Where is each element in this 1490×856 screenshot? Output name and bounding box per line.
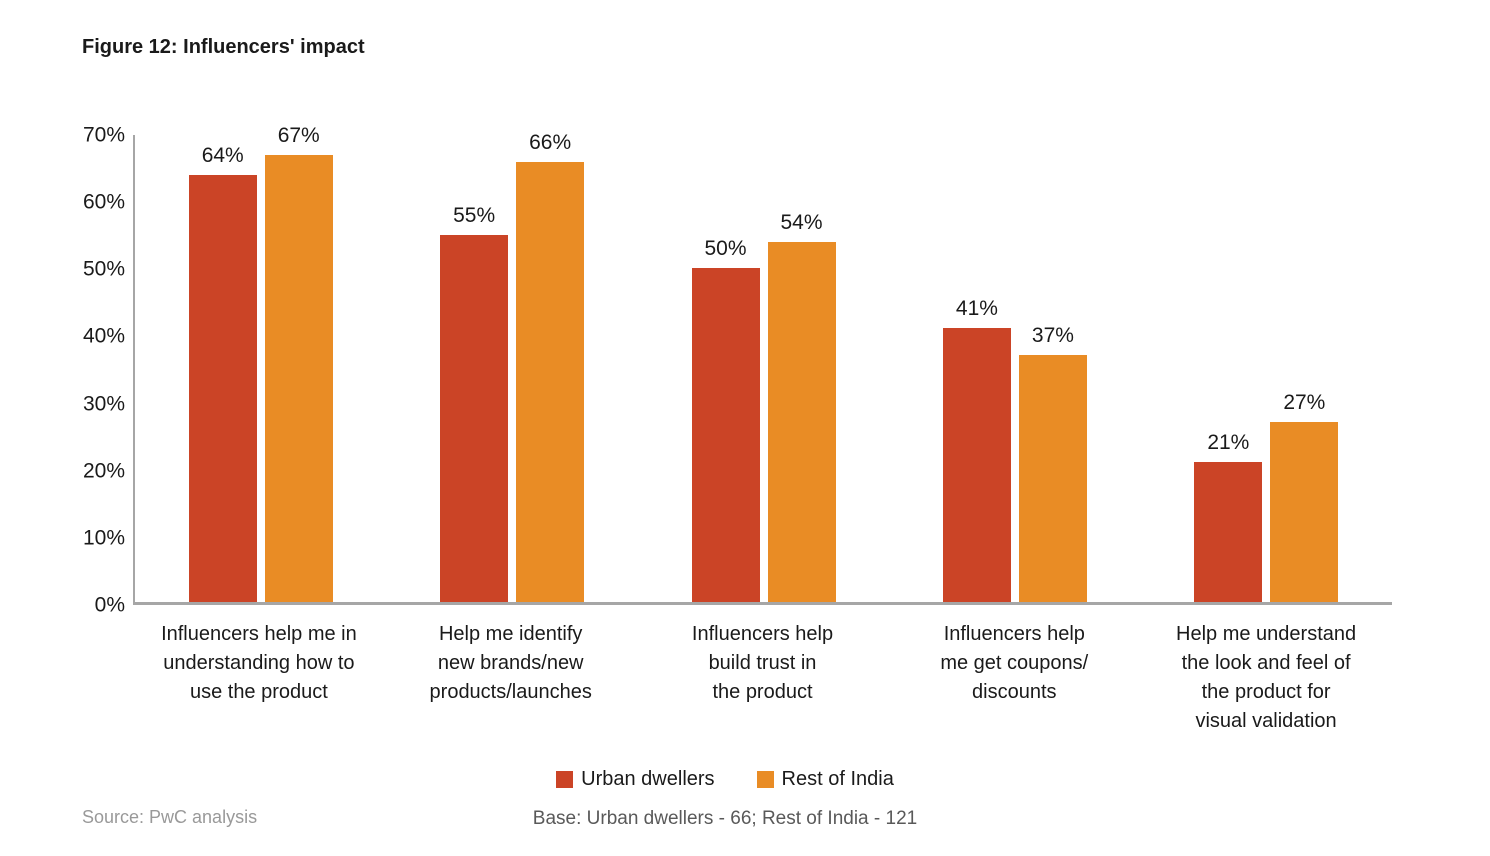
bar-value-label: 37% [1031, 324, 1074, 348]
base-note: Base: Urban dwellers - 66; Rest of India… [532, 808, 918, 829]
category-label: Help me understand the look and feel of … [1176, 623, 1357, 732]
bar-value-label: 67% [277, 124, 320, 148]
legend-item-urban-dwellers: Urban dwellers [556, 768, 715, 791]
bar-group: 21% 27% [1141, 135, 1392, 602]
legend-label: Rest of India [781, 768, 894, 790]
legend-swatch-icon [756, 771, 774, 788]
bar-urban-dwellers: 50% [691, 237, 760, 602]
bar-rest-of-india: 27% [1270, 391, 1339, 602]
bar-rest-of-india: 37% [1018, 324, 1087, 602]
bar-groups: 64% 67% 55% 66% 50% 54% 41% 37% 21% 27% [135, 124, 1392, 602]
category-label: Influencers help me in understanding how… [161, 623, 357, 703]
bar-urban-dwellers: 64% [188, 144, 257, 602]
legend-item-rest-of-india: Rest of India [756, 768, 894, 791]
category-label: Help me identify new brands/new products… [429, 623, 592, 703]
bar-urban-dwellers: 55% [440, 204, 509, 602]
category-label: Influencers help build trust in the prod… [691, 623, 834, 703]
category-label: Influencers help me get coupons/ discoun… [940, 623, 1089, 703]
y-axis-tick-label: 60% [82, 190, 125, 214]
legend: Urban dwellers Rest of India [0, 768, 1450, 791]
bar-group: 50% 54% [638, 135, 889, 602]
legend-label: Urban dwellers [581, 768, 715, 790]
y-axis-tick-label: 30% [82, 392, 125, 416]
bar-value-label: 64% [201, 144, 244, 168]
bar-value-label: 54% [780, 210, 823, 234]
y-axis-tick-label: 20% [82, 459, 125, 483]
figure-title: Figure 12: Influencers' impact [82, 36, 365, 58]
plot-area: 64% 67% 55% 66% 50% 54% 41% 37% 21% 27% [133, 124, 1392, 605]
y-axis-tick-label: 0% [94, 593, 125, 617]
bar-value-label: 41% [955, 297, 998, 321]
bar-group: 41% 37% [889, 135, 1140, 602]
y-axis-tick-label: 70% [82, 123, 125, 147]
bar-group: 55% 66% [386, 131, 637, 602]
y-axis-tick-label: 40% [82, 324, 125, 348]
bar-value-label: 27% [1283, 390, 1326, 414]
bar-value-label: 21% [1207, 430, 1250, 454]
y-axis-tick-label: 10% [82, 526, 125, 550]
bar-value-label: 50% [704, 237, 747, 261]
bar-value-label: 55% [453, 204, 496, 228]
bar-rest-of-india: 66% [516, 131, 585, 602]
bar-rest-of-india: 54% [767, 211, 836, 602]
bar-urban-dwellers: 21% [1194, 431, 1263, 602]
y-axis: 0% 10% 20% 30% 40% 50% 60% 70% [0, 125, 125, 616]
category-labels: Influencers help me in understanding how… [133, 620, 1392, 736]
bar-group: 64% 67% [135, 124, 386, 602]
bar-urban-dwellers: 41% [942, 297, 1011, 602]
bar-value-label: 66% [529, 130, 572, 154]
source-note: Source: PwC analysis [82, 807, 258, 827]
bar-rest-of-india: 67% [264, 124, 333, 602]
y-axis-tick-label: 50% [82, 257, 125, 281]
legend-swatch-icon [556, 771, 574, 788]
